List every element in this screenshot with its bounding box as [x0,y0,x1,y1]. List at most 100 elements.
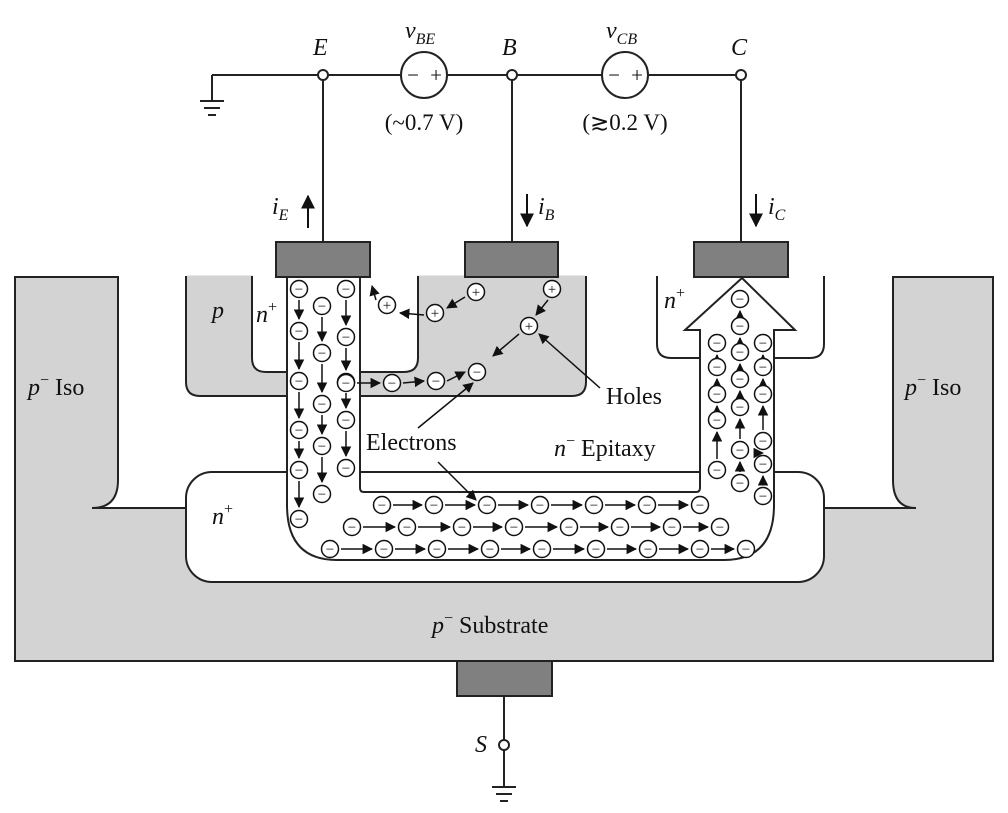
svg-text:−: − [295,374,303,390]
svg-text:+: + [383,298,391,314]
ground-symbol-top [200,100,224,116]
p-iso-left-rest: Iso [49,375,84,401]
svg-text:−: − [759,360,767,376]
electron: − [336,458,356,478]
vbe-source-symbol [400,51,448,99]
electrons-pointer-line-down [437,461,477,501]
electron: − [753,431,773,451]
substrate-label: S [475,732,487,758]
electron: − [707,357,727,377]
p-iso-left-sup: − [40,372,49,389]
p-substrate-rest: Substrate [453,613,548,639]
svg-text:+: + [525,319,533,335]
svg-text:−: − [759,336,767,352]
electron: − [289,509,309,529]
ib-label: iB [538,194,555,224]
electron: − [707,460,727,480]
svg-text:−: − [742,542,750,558]
electron: − [638,539,658,559]
hole: + [466,282,486,302]
n-plus-buried-base: n [212,504,224,530]
base-terminal-node [506,69,518,81]
electron: − [730,473,750,493]
hole: + [377,295,397,315]
svg-text:−: − [342,282,350,298]
electron: − [707,333,727,353]
svg-text:−: − [696,498,704,514]
electrons-label: Electrons [366,430,457,456]
svg-text:−: − [433,542,441,558]
electron: − [427,539,447,559]
svg-text:−: − [713,336,721,352]
carrier-flow-arrows [293,284,769,555]
electron: − [312,484,332,504]
n-plus-collector-label: n+ [664,285,685,314]
vbe-label: vBE [405,18,435,48]
p-iso-left-label: p− Iso [26,372,84,401]
svg-text:−: − [759,489,767,505]
svg-text:−: − [326,542,334,558]
electron: − [586,539,606,559]
hole: + [519,316,539,336]
ic-symbol: i [768,194,775,220]
collector-contact [693,241,789,278]
hole: + [425,303,445,323]
svg-text:−: − [432,374,440,390]
p-iso-left-base: p [26,375,40,401]
electron: − [559,517,579,537]
svg-text:−: − [696,542,704,558]
svg-text:−: − [536,498,544,514]
svg-text:−: − [644,542,652,558]
electron: − [452,517,472,537]
electron: − [477,495,497,515]
electron: − [336,279,356,299]
electron: − [730,369,750,389]
n-plus-buried-sup: + [224,501,233,518]
svg-text:−: − [668,520,676,536]
svg-text:−: − [486,542,494,558]
svg-text:−: − [713,360,721,376]
svg-text:−: − [736,443,744,459]
p-iso-right-label: p− Iso [903,372,961,401]
svg-text:−: − [318,299,326,315]
vbe-value: (~0.7 V) [385,110,463,135]
svg-text:−: − [295,282,303,298]
electron: − [382,373,402,393]
vcb-symbol: v [606,18,617,44]
flow-arrow [446,296,466,309]
electron: − [710,517,730,537]
svg-text:−: − [342,461,350,477]
emitter-label: E [312,35,328,61]
svg-text:−: − [643,498,651,514]
vbe-symbol: v [405,18,416,44]
electron: − [480,539,500,559]
svg-text:−: − [736,400,744,416]
ib-symbol: i [538,194,545,220]
electron: − [753,357,773,377]
electron: − [289,420,309,440]
electron: − [730,289,750,309]
ic-subscript: C [775,207,786,224]
flow-arrow [535,299,549,316]
svg-text:−: − [295,463,303,479]
svg-text:−: − [510,520,518,536]
svg-text:−: − [483,498,491,514]
electron: − [289,321,309,341]
electron: − [289,460,309,480]
n-plus-collector-sup: + [676,285,685,302]
electron: − [336,373,356,393]
electron: − [374,539,394,559]
vbe-subscript: BE [416,31,436,48]
svg-text:−: − [388,376,396,392]
svg-text:−: − [473,365,481,381]
emitter-terminal-node [317,69,329,81]
ie-label: iE [272,194,289,224]
p-iso-right-rest: Iso [926,375,961,401]
n-plus-emitter-base: n [256,302,268,328]
p-base-label: p [210,298,224,324]
electron: − [730,440,750,460]
flow-arrow [446,371,466,382]
svg-text:−: − [295,324,303,340]
n-plus-buried-label: n+ [212,501,233,530]
